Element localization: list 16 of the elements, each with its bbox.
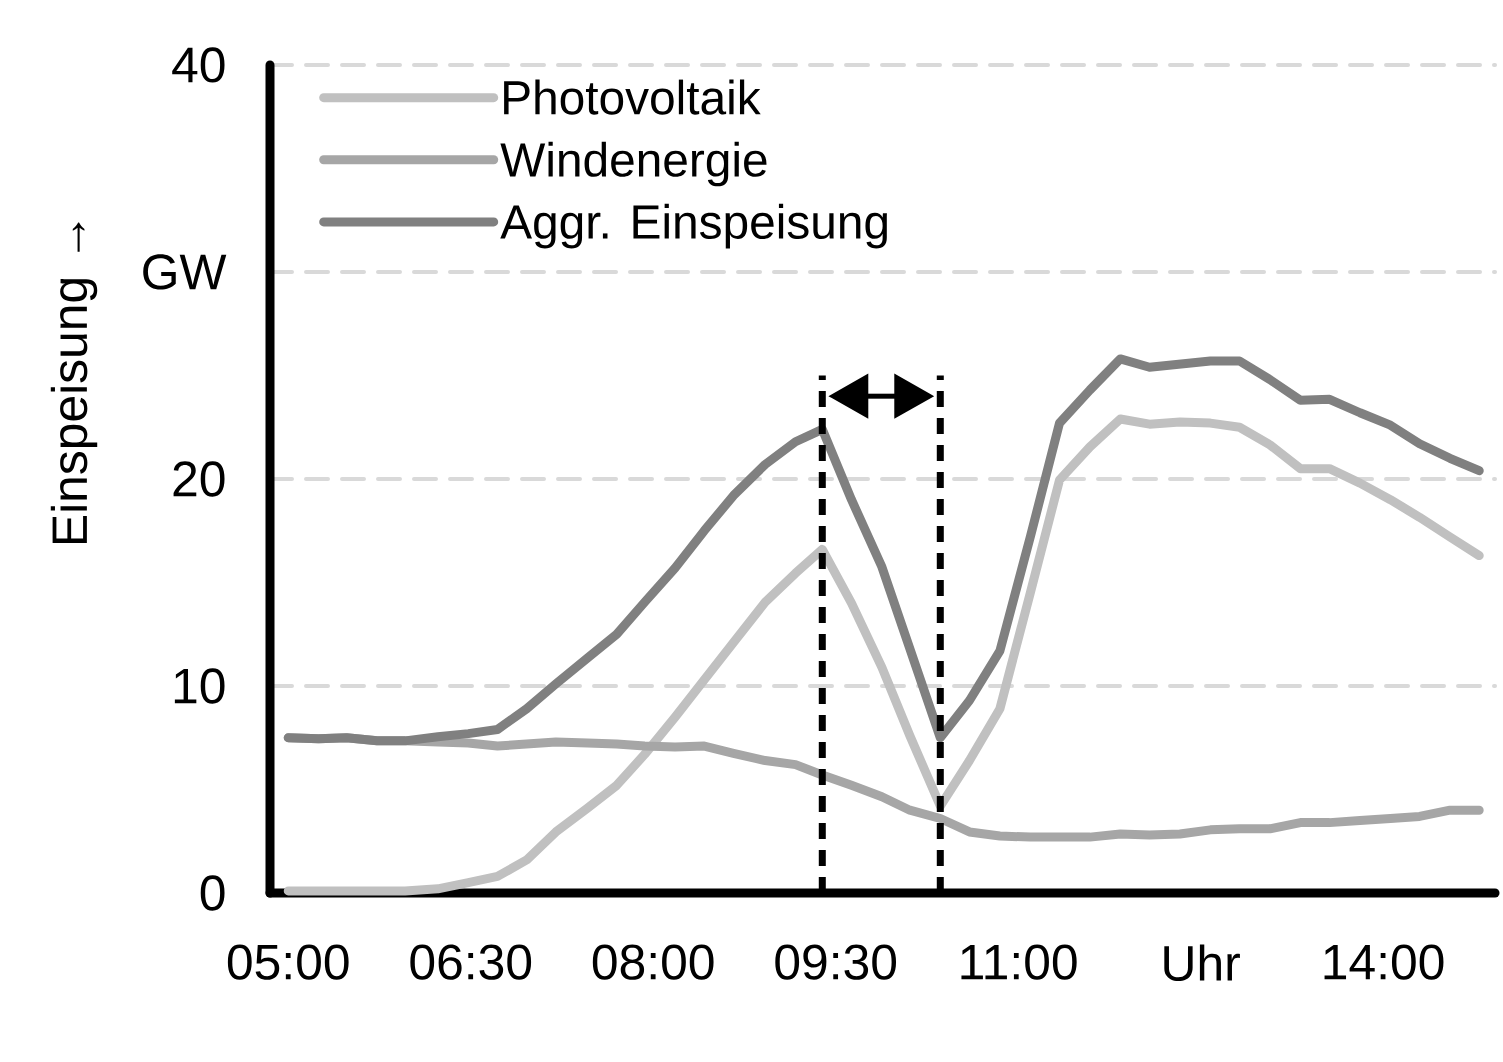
x-tick-label: 09:30 <box>775 944 897 980</box>
y-axis-title: Einspeisung → <box>50 222 98 544</box>
y-tick-label: 10 <box>174 668 225 704</box>
y-tick-label: 40 <box>172 47 225 83</box>
y-tick-label: 20 <box>173 461 225 497</box>
x-tick-label: 11:00 <box>961 944 1077 980</box>
legend-label: Windenergie <box>500 141 767 187</box>
x-tick-label: 14:00 <box>1324 944 1444 980</box>
x-tick-label: Uhr <box>1164 944 1240 982</box>
x-tick-label: 08:00 <box>592 944 714 980</box>
x-tick-label: 06:30 <box>410 944 532 980</box>
legend-label: Aggr. Einspeisung <box>500 203 887 249</box>
x-tick-label: 05:00 <box>227 944 349 980</box>
y-tick-label: 0 <box>200 875 225 911</box>
legend-label: Photovoltaik <box>504 79 761 115</box>
y-tick-label: GW <box>143 254 227 290</box>
